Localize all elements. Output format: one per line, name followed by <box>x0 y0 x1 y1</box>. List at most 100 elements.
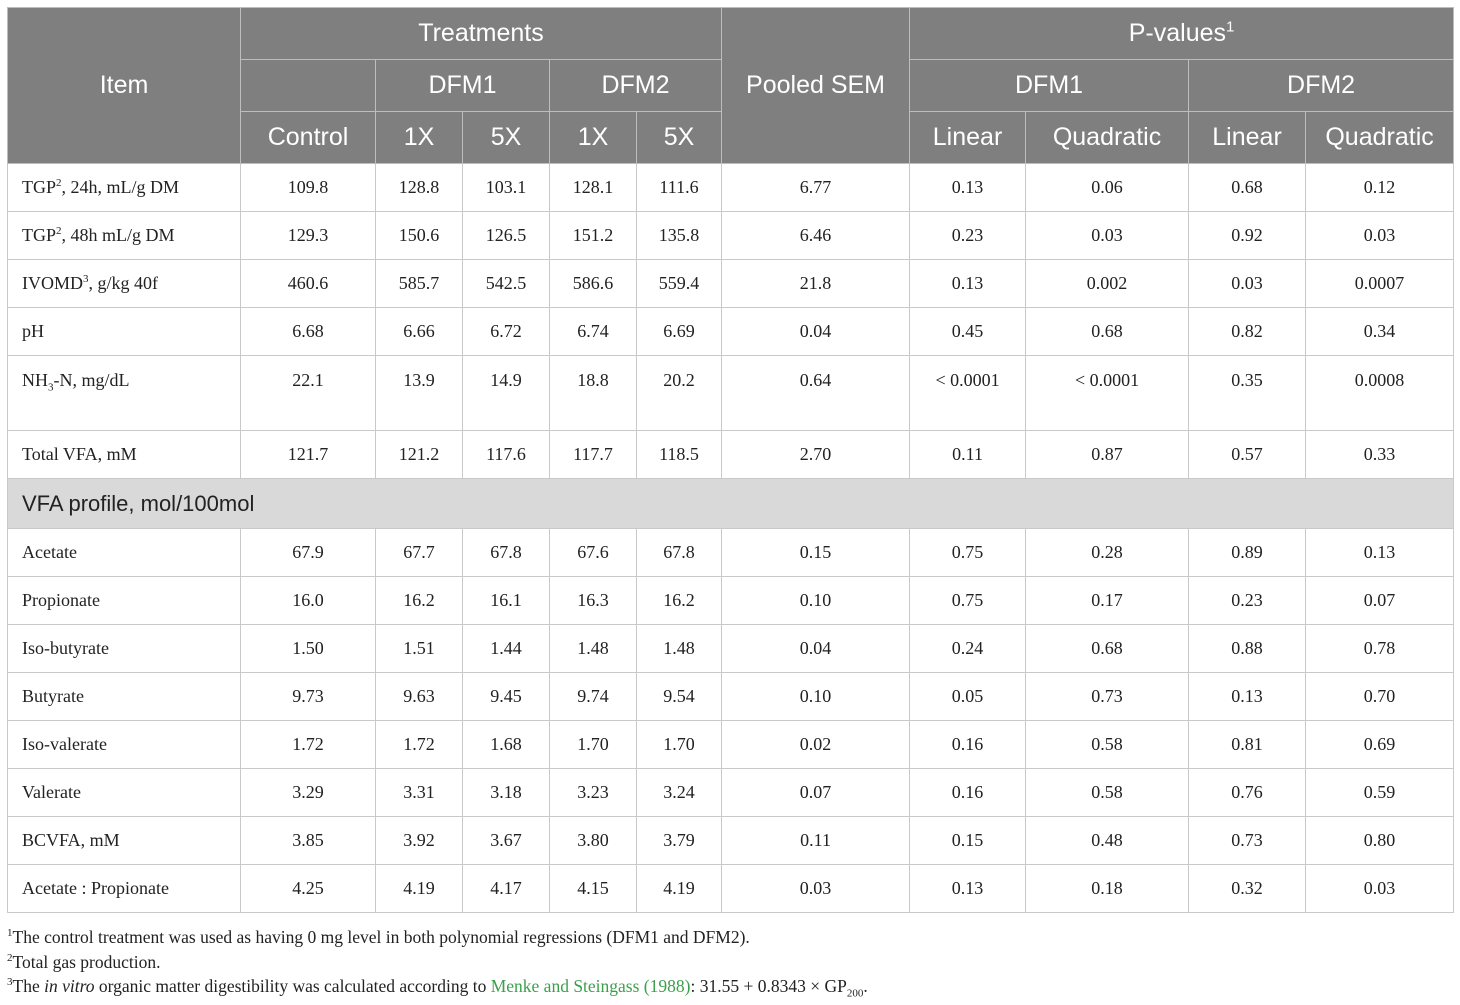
cell-dfm2-linear: 0.23 <box>1188 576 1307 625</box>
table-row: Acetate : Propionate 4.25 4.19 4.17 4.15 4.19… <box>7 864 1455 913</box>
row-label: Propionate <box>7 576 241 625</box>
cell-dfm2-linear: 0.82 <box>1188 307 1307 356</box>
cell-dfm1-quadratic: < 0.0001 <box>1025 355 1190 431</box>
cell-dfm2-quadratic: 0.07 <box>1305 576 1455 625</box>
row-label: TGP2, 48h mL/g DM <box>7 211 241 260</box>
cell-dfm1-5x: 6.72 <box>462 307 550 356</box>
cell-control: 129.3 <box>240 211 376 260</box>
cell-dfm2-quadratic: 0.78 <box>1305 624 1455 673</box>
cell-dfm1-5x: 542.5 <box>462 259 550 308</box>
footnote-3-subscript: 200 <box>846 987 864 1000</box>
footnotes: 1The control treatment was used as havin… <box>7 925 1453 999</box>
cell-dfm2-1x: 151.2 <box>549 211 637 260</box>
row-label: Acetate : Propionate <box>7 864 241 913</box>
cell-dfm1-linear: 0.05 <box>909 672 1027 721</box>
table-row: Iso-butyrate 1.50 1.51 1.44 1.48 1.48 0.04 0.24… <box>7 624 1455 673</box>
cell-control: 6.68 <box>240 307 376 356</box>
cell-dfm1-quadratic: 0.17 <box>1025 576 1190 625</box>
cell-dfm2-1x: 3.80 <box>549 816 637 865</box>
cell-pooled-sem: 0.15 <box>721 528 911 577</box>
table-row: Acetate 67.9 67.7 67.8 67.6 67.8 0.15 0.75 0.28 0… <box>7 528 1455 577</box>
cell-dfm1-quadratic: 0.06 <box>1025 163 1190 212</box>
cell-dfm1-linear: 0.11 <box>909 430 1027 479</box>
cell-control: 1.72 <box>240 720 376 769</box>
cell-dfm1-1x: 150.6 <box>375 211 463 260</box>
cell-dfm1-quadratic: 0.18 <box>1025 864 1190 913</box>
header-dfm1-linear: Linear <box>909 111 1027 164</box>
row-label: Butyrate <box>7 672 241 721</box>
section-row: VFA profile, mol/100mol <box>6 478 1455 529</box>
cell-control: 3.29 <box>240 768 376 817</box>
cell-dfm1-1x: 1.72 <box>375 720 463 769</box>
cell-dfm1-linear: 0.13 <box>909 864 1027 913</box>
cell-dfm2-linear: 0.76 <box>1188 768 1307 817</box>
row-label: BCVFA, mM <box>7 816 241 865</box>
table-row: Valerate 3.29 3.31 3.18 3.23 3.24 0.07 0.16 0.58… <box>7 768 1455 817</box>
cell-dfm2-linear: 0.81 <box>1188 720 1307 769</box>
cell-dfm1-quadratic: 0.68 <box>1025 307 1190 356</box>
cell-dfm2-5x: 6.69 <box>635 307 723 356</box>
cell-dfm1-linear: 0.75 <box>909 528 1027 577</box>
cell-dfm2-linear: 0.92 <box>1188 211 1307 260</box>
cell-pooled-sem: 0.02 <box>721 720 911 769</box>
header-dfm2-treatment: DFM2 <box>548 59 723 112</box>
cell-dfm1-5x: 117.6 <box>462 430 550 479</box>
cell-dfm1-1x: 16.2 <box>375 576 463 625</box>
cell-dfm1-5x: 16.1 <box>462 576 550 625</box>
results-table: Item Treatments Pooled SEM P-values1 DFM… <box>6 7 1455 913</box>
cell-dfm2-quadratic: 0.13 <box>1305 528 1455 577</box>
header-pooled-sem: Pooled SEM <box>721 7 911 164</box>
cell-dfm1-quadratic: 0.87 <box>1025 430 1190 479</box>
footnote-marker: 2 <box>56 225 62 237</box>
cell-dfm1-1x: 585.7 <box>375 259 463 308</box>
cell-dfm2-linear: 0.03 <box>1188 259 1307 308</box>
header-dfm2-pvalues: DFM2 <box>1188 59 1455 112</box>
cell-dfm1-linear: 0.15 <box>909 816 1027 865</box>
cell-dfm2-quadratic: 0.69 <box>1305 720 1455 769</box>
cell-dfm2-quadratic: 0.03 <box>1305 211 1455 260</box>
cell-dfm1-linear: 0.13 <box>909 259 1027 308</box>
header-item: Item <box>7 7 241 164</box>
cell-dfm2-5x: 9.54 <box>635 672 723 721</box>
cell-pooled-sem: 0.03 <box>721 864 911 913</box>
cell-dfm1-5x: 9.45 <box>462 672 550 721</box>
table-row: Butyrate 9.73 9.63 9.45 9.74 9.54 0.10 0.05 0.73… <box>7 672 1455 721</box>
row-label-suffix: -N, mg/dL <box>53 370 130 390</box>
footnote-2-marker: 2 <box>7 951 13 964</box>
cell-pooled-sem: 2.70 <box>721 430 911 479</box>
cell-dfm1-linear: 0.16 <box>909 720 1027 769</box>
header-dfm1-quadratic: Quadratic <box>1025 111 1190 164</box>
cell-dfm1-quadratic: 0.73 <box>1025 672 1190 721</box>
cell-dfm2-1x: 117.7 <box>549 430 637 479</box>
row-label: Iso-valerate <box>7 720 241 769</box>
section-label: VFA profile, mol/100mol <box>6 478 1455 529</box>
footnote-marker: 1 <box>1226 18 1235 36</box>
cell-dfm2-linear: 0.35 <box>1188 355 1307 431</box>
cell-control: 4.25 <box>240 864 376 913</box>
cell-dfm1-1x: 3.31 <box>375 768 463 817</box>
cell-dfm1-quadratic: 0.002 <box>1025 259 1190 308</box>
cell-dfm1-5x: 103.1 <box>462 163 550 212</box>
table-row: NH3-N, mg/dL 22.1 13.9 14.9 18.8 20.2 0.64 < 0.… <box>7 355 1455 431</box>
cell-control: 67.9 <box>240 528 376 577</box>
cell-dfm2-5x: 20.2 <box>635 355 723 431</box>
header-pvalues: P-values1 <box>909 7 1455 60</box>
cell-dfm2-5x: 4.19 <box>635 864 723 913</box>
cell-dfm2-quadratic: 0.59 <box>1305 768 1455 817</box>
cell-dfm1-1x: 121.2 <box>375 430 463 479</box>
cell-control: 121.7 <box>240 430 376 479</box>
row-label: TGP2, 24h, mL/g DM <box>7 163 241 212</box>
cell-dfm1-1x: 9.63 <box>375 672 463 721</box>
header-dfm1-5x: 5X <box>462 111 550 164</box>
cell-pooled-sem: 0.10 <box>721 576 911 625</box>
cell-control: 109.8 <box>240 163 376 212</box>
reference-link[interactable]: Menke and Steingass (1988) <box>490 976 691 996</box>
cell-dfm1-1x: 6.66 <box>375 307 463 356</box>
table-row: TGP2, 24h, mL/g DM 109.8 128.8 103.1 128.1 11… <box>7 163 1455 212</box>
row-label: Valerate <box>7 768 241 817</box>
cell-pooled-sem: 0.04 <box>721 624 911 673</box>
header-dfm1-pvalues: DFM1 <box>909 59 1190 112</box>
cell-control: 22.1 <box>240 355 376 431</box>
table-body: TGP2, 24h, mL/g DM 109.8 128.8 103.1 128.1 11… <box>6 163 1455 913</box>
cell-dfm2-linear: 0.13 <box>1188 672 1307 721</box>
